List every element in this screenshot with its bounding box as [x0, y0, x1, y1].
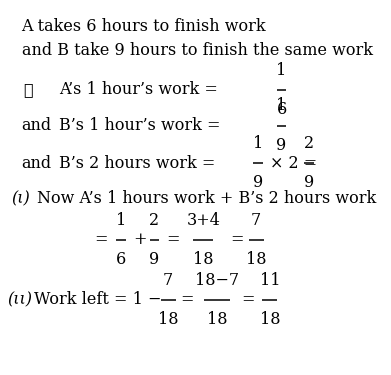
- Text: (ι): (ι): [12, 190, 30, 207]
- Text: 7: 7: [163, 272, 173, 289]
- Text: 18: 18: [246, 251, 266, 268]
- Text: 6: 6: [116, 251, 126, 268]
- Text: 9: 9: [276, 137, 287, 154]
- Text: 2: 2: [304, 135, 314, 152]
- Text: Work left = 1 −: Work left = 1 −: [34, 291, 162, 309]
- Text: =: =: [230, 231, 244, 249]
- Text: 9: 9: [304, 174, 314, 191]
- Text: B’s 2 hours work =: B’s 2 hours work =: [59, 154, 215, 172]
- Text: 7: 7: [251, 212, 261, 229]
- Text: ∴: ∴: [23, 81, 33, 99]
- Text: and B take 9 hours to finish the same work: and B take 9 hours to finish the same wo…: [22, 42, 373, 59]
- Text: and: and: [22, 117, 52, 134]
- Text: Now A’s 1 hours work + B’s 2 hours work: Now A’s 1 hours work + B’s 2 hours work: [37, 190, 377, 207]
- Text: 3+4: 3+4: [187, 212, 220, 229]
- Text: 18: 18: [260, 311, 280, 328]
- Text: =: =: [166, 231, 180, 249]
- Text: 18: 18: [207, 311, 227, 328]
- Text: 6: 6: [276, 101, 287, 118]
- Text: 1: 1: [253, 135, 263, 152]
- Text: 1: 1: [276, 98, 287, 114]
- Text: 11: 11: [260, 272, 280, 289]
- Text: A takes 6 hours to finish work: A takes 6 hours to finish work: [22, 18, 266, 35]
- Text: 9: 9: [149, 251, 160, 268]
- Text: 1: 1: [116, 212, 126, 229]
- Text: 1: 1: [276, 62, 287, 79]
- Text: =: =: [181, 291, 194, 309]
- Text: 9: 9: [253, 174, 263, 191]
- Text: 18−7: 18−7: [195, 272, 239, 289]
- Text: =: =: [94, 231, 108, 249]
- Text: × 2 =: × 2 =: [270, 154, 317, 172]
- Text: +: +: [133, 231, 147, 249]
- Text: A’s 1 hour’s work =: A’s 1 hour’s work =: [59, 81, 217, 99]
- Text: 2: 2: [149, 212, 160, 229]
- Text: (ιι): (ιι): [7, 291, 32, 309]
- Text: 18: 18: [193, 251, 213, 268]
- Text: B’s 1 hour’s work =: B’s 1 hour’s work =: [59, 117, 220, 134]
- Text: =: =: [242, 291, 255, 309]
- Text: 18: 18: [158, 311, 178, 328]
- Text: and: and: [22, 154, 52, 172]
